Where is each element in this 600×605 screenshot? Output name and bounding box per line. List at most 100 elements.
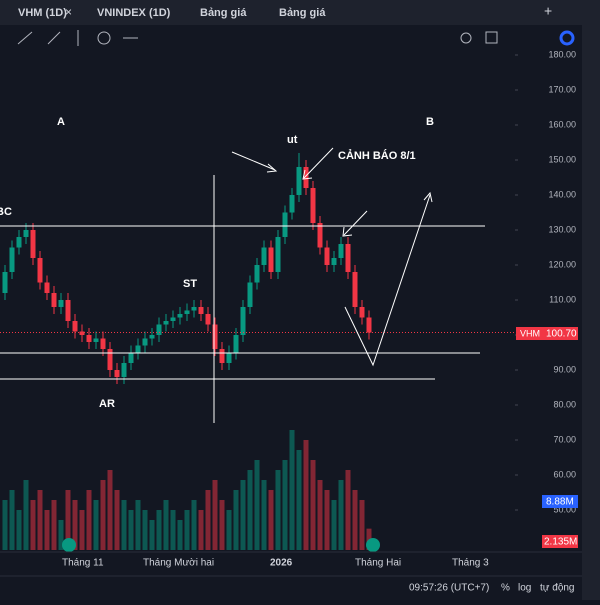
drawing-tools[interactable]	[17, 30, 575, 46]
annotation: CẢNH BÁO 8/1	[338, 149, 416, 162]
candle-body	[212, 324, 218, 349]
candle-body	[198, 307, 204, 314]
volume-bar	[310, 460, 316, 550]
annotation: AR	[99, 398, 115, 410]
volume-bar	[51, 500, 57, 550]
candle-body	[149, 335, 155, 339]
time-label: 2026	[270, 558, 293, 569]
symbol-label-text: VHM	[520, 328, 540, 338]
add-tab[interactable]: +	[544, 3, 552, 19]
candle-body	[107, 349, 113, 370]
y-tick-label: 120.00	[548, 259, 576, 269]
volume-bar	[149, 520, 155, 550]
volume-label	[542, 535, 578, 548]
volume-bar	[86, 490, 92, 550]
volume-bar	[331, 500, 337, 550]
volume-bar	[65, 490, 71, 550]
option[interactable]: %	[501, 583, 510, 594]
toolbar	[0, 25, 580, 50]
y-tick-label: 150.00	[548, 154, 576, 164]
volume-bar	[254, 460, 260, 550]
candle-body	[44, 282, 50, 293]
y-tick-label: 180.00	[548, 49, 576, 59]
volume-ma-text: 8.88M	[546, 497, 574, 508]
candle-body	[282, 212, 288, 237]
volume-ma-label	[542, 495, 578, 508]
candle-body	[268, 247, 274, 272]
y-tick-label: 90.00	[553, 364, 576, 374]
y-tick-label: 160.00	[548, 119, 576, 129]
volume-bar	[58, 520, 64, 550]
volume-bar	[317, 480, 323, 550]
candle-body	[254, 265, 260, 283]
volume-bar	[177, 520, 183, 550]
candle-body	[303, 167, 309, 188]
tab[interactable]: Bảng giá	[200, 7, 247, 19]
volume-bar	[79, 510, 85, 550]
symbol-label	[516, 327, 542, 340]
time-label: Tháng 11	[62, 558, 104, 569]
volume-bar	[9, 490, 15, 550]
tab[interactable]: Bảng giá	[279, 7, 326, 19]
volume-bar	[114, 490, 120, 550]
y-tick-label: 60.00	[553, 469, 576, 479]
candle-body	[23, 230, 29, 237]
tab[interactable]: VHM (1D)	[18, 7, 67, 19]
drawings	[0, 147, 485, 423]
y-tick-label: 50.00	[553, 504, 576, 514]
y-tick-label: 130.00	[548, 224, 576, 234]
volume-bar	[268, 490, 274, 550]
volume-bar	[93, 500, 99, 550]
candle-body	[338, 244, 344, 258]
candle-body	[51, 293, 57, 307]
candle-body	[345, 244, 351, 272]
candle-body	[58, 300, 64, 307]
annotation: ut	[287, 134, 298, 146]
volume-bar	[198, 510, 204, 550]
volume-bar	[324, 490, 330, 550]
candle-body	[289, 195, 295, 213]
candle-body	[247, 282, 253, 307]
annotation: B	[426, 116, 434, 128]
candle-body	[240, 307, 246, 335]
candle-body	[100, 338, 106, 349]
event-icon[interactable]	[62, 538, 76, 552]
y-tick-label: 70.00	[553, 434, 576, 444]
candle-body	[142, 338, 148, 346]
volume-bar	[135, 500, 141, 550]
candle-body	[205, 314, 211, 325]
volume-bar	[296, 450, 302, 550]
candle-body	[163, 321, 169, 325]
side-panel	[582, 0, 600, 600]
annotation: BC	[0, 206, 12, 218]
tab-bar	[0, 0, 600, 25]
candle-body	[359, 307, 365, 318]
event-icon[interactable]	[366, 538, 380, 552]
volume-bar	[226, 510, 232, 550]
candle-body	[366, 317, 372, 333]
candle-body	[2, 272, 8, 293]
candle-body	[128, 352, 134, 363]
last-price-text: 100.70	[546, 329, 577, 340]
tab[interactable]: VNINDEX (1D)	[97, 7, 171, 19]
candle-body	[219, 349, 225, 363]
volume-bar	[205, 490, 211, 550]
time-label: Tháng Hai	[355, 558, 401, 569]
time-label: Tháng Mười hai	[143, 558, 214, 569]
volume-bar	[212, 480, 218, 550]
candle-body	[37, 258, 43, 283]
volume-bar	[156, 510, 162, 550]
volume-bar	[163, 500, 169, 550]
candle-body	[233, 335, 239, 353]
y-tick-label: 140.00	[548, 189, 576, 199]
volume-bar	[275, 470, 281, 550]
volume-bar	[338, 480, 344, 550]
option[interactable]: log	[518, 583, 531, 594]
close-tab[interactable]: ×	[65, 5, 72, 19]
y-tick-label: 170.00	[548, 84, 576, 94]
volume-bar	[121, 500, 127, 550]
volume-bar	[282, 460, 288, 550]
volume-bar	[128, 510, 134, 550]
volume-bar	[170, 510, 176, 550]
option[interactable]: tự động	[540, 583, 575, 594]
